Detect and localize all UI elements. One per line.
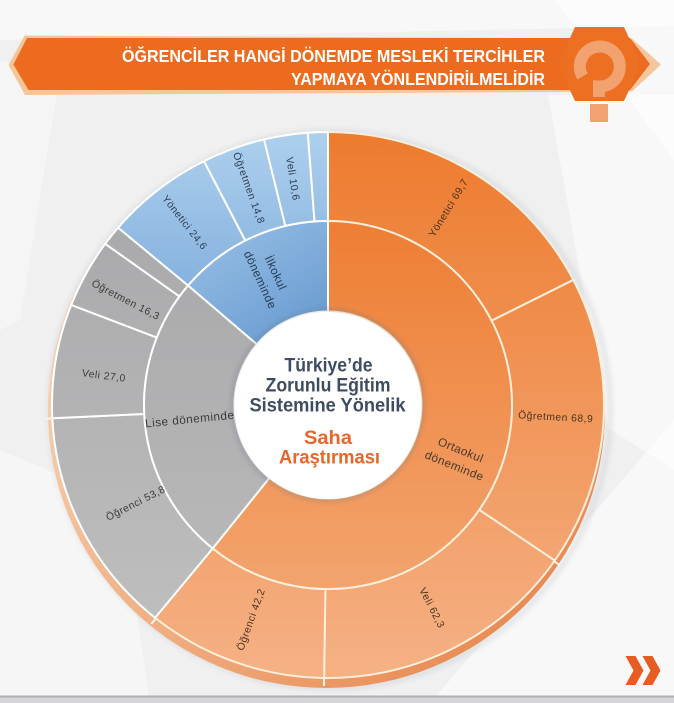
svg-text:YAPMAYA YÖNLENDİRİLMELİDİR: YAPMAYA YÖNLENDİRİLMELİDİR bbox=[291, 69, 545, 89]
svg-text:Sistemine Yönelik: Sistemine Yönelik bbox=[250, 395, 406, 417]
svg-text:Araştırması: Araştırması bbox=[279, 448, 380, 469]
svg-text:ÖĞRENCİLER HANGİ DÖNEMDE MESLE: ÖĞRENCİLER HANGİ DÖNEMDE MESLEKİ TERCİHL… bbox=[122, 45, 545, 66]
svg-text:Zorunlu Eğitim: Zorunlu Eğitim bbox=[266, 375, 391, 397]
svg-text:Saha: Saha bbox=[304, 428, 352, 449]
svg-text:Türkiye’de: Türkiye’de bbox=[285, 355, 373, 377]
